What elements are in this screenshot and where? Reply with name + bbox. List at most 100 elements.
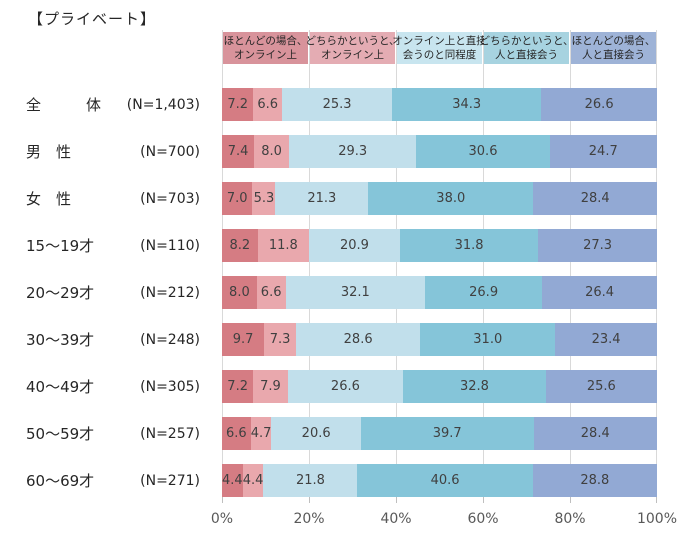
- row-label-n: (N=271): [140, 472, 200, 489]
- bar-segment: 7.9: [253, 370, 288, 403]
- bar-segment: 27.3: [538, 229, 657, 262]
- bar-segment: 29.3: [288, 135, 417, 168]
- row-label-n: (N=305): [140, 378, 200, 395]
- bar-segment: 7.2: [222, 88, 254, 121]
- bar-segment: 30.6: [416, 135, 550, 168]
- bar-segment: 7.4: [222, 135, 255, 168]
- segment-value-label: 7.2: [227, 97, 248, 112]
- row-label: 全 体 (N=1,403): [0, 88, 222, 121]
- axis-tick-mark: [396, 497, 397, 503]
- axis-tick-mark: [309, 497, 310, 503]
- row-label: 60～69才 (N=271): [0, 464, 222, 497]
- bar-segment: 21.8: [263, 464, 358, 497]
- segment-value-label: 40.6: [430, 473, 460, 488]
- row-labels-column: 全 体 (N=1,403) 男 性 (N=700) 女 性 (N=703) 15～19才 (N…: [0, 30, 222, 540]
- legend-header-cell: オンライン上と直接 会うのと同程度: [392, 32, 487, 64]
- row-label: 30～39才 (N=248): [0, 323, 222, 356]
- bar-segment: 9.7: [222, 323, 265, 356]
- segment-value-label: 26.9: [469, 285, 499, 300]
- row-label-name: 全 体: [26, 96, 102, 114]
- bar-row: 7.2 7.9 26.6 32.8 25.6: [222, 370, 657, 403]
- segment-value-label: 32.1: [340, 285, 370, 300]
- segment-value-label: 26.6: [584, 97, 614, 112]
- row-label-name: 男 性: [26, 143, 72, 161]
- gridline: [570, 30, 571, 497]
- bar-segment: 34.3: [392, 88, 542, 121]
- bar-row: 8.0 6.6 32.1 26.9 26.4: [222, 276, 657, 309]
- row-label: 40～49才 (N=305): [0, 370, 222, 403]
- segment-value-label: 8.2: [229, 238, 251, 253]
- axis-tick-mark: [483, 497, 484, 503]
- row-label-n: (N=700): [140, 143, 200, 160]
- legend-header-line: オンライン上: [321, 49, 384, 61]
- segment-value-label: 7.0: [226, 191, 248, 206]
- bar-segment: 26.4: [542, 276, 657, 309]
- bar-segment: 7.3: [264, 323, 296, 356]
- bar-segment: 20.6: [271, 417, 361, 450]
- bar-segment: 6.6: [256, 276, 286, 309]
- segment-value-label: 27.3: [583, 238, 613, 253]
- chart-title: 【プライベート】: [28, 10, 157, 28]
- bar-row: 9.7 7.3 28.6 31.0 23.4: [222, 323, 657, 356]
- segment-value-label: 20.9: [339, 238, 369, 253]
- bar-segment: 25.3: [282, 88, 393, 121]
- row-label-n: (N=257): [140, 425, 200, 442]
- bar-segment: 28.6: [295, 323, 421, 356]
- segment-value-label: 9.7: [232, 332, 254, 347]
- segment-value-label: 23.4: [591, 332, 621, 347]
- bar-segment: 26.6: [287, 370, 404, 403]
- row-label: 女 性 (N=703): [0, 182, 222, 215]
- bar-segment: 31.8: [399, 229, 539, 262]
- gridline: [396, 30, 397, 497]
- segment-value-label: 8.0: [229, 285, 250, 300]
- legend-header-line: どちらかというと、: [305, 35, 400, 47]
- x-axis-tick-label: 20%: [293, 511, 325, 527]
- segment-value-label: 31.0: [473, 332, 503, 347]
- x-axis-tick-label: 100%: [636, 511, 678, 527]
- row-label-n: (N=703): [140, 190, 200, 207]
- segment-value-label: 38.0: [436, 191, 466, 206]
- row-label: 20～29才 (N=212): [0, 276, 222, 309]
- segment-value-label: 6.6: [257, 97, 278, 112]
- legend-header-line: 人と直接会う: [582, 49, 645, 61]
- bar-segment: 7.0: [222, 182, 253, 215]
- axis-tick-mark: [570, 497, 571, 503]
- row-label-name: 40～49才: [26, 378, 95, 396]
- bar-segment: 7.2: [222, 370, 254, 403]
- bar-segment: 28.4: [533, 182, 657, 215]
- bar-segment: 39.7: [360, 417, 534, 450]
- segment-value-label: 31.8: [454, 238, 484, 253]
- row-label-n: (N=212): [140, 284, 200, 301]
- segment-value-label: 21.8: [295, 473, 325, 488]
- x-axis-tick-label: 40%: [380, 511, 412, 527]
- bar-segment: 4.4: [222, 464, 243, 497]
- row-label-n: (N=248): [140, 331, 200, 348]
- bar-row: 4.4 4.4 21.8 40.6 28.8: [222, 464, 657, 497]
- bar-segment: 38.0: [368, 182, 534, 215]
- segment-value-label: 7.3: [269, 332, 291, 347]
- bar-segment: 20.9: [308, 229, 400, 262]
- legend-header-line: どちらかというと、: [479, 35, 574, 47]
- segment-value-label: 28.4: [580, 191, 610, 206]
- segment-value-label: 7.4: [227, 144, 249, 159]
- segment-value-label: 24.7: [588, 144, 618, 159]
- bar-segment: 21.3: [275, 182, 369, 215]
- segment-value-label: 4.4: [242, 473, 264, 488]
- legend-header-line: 会うのと同程度: [402, 49, 477, 61]
- segment-value-label: 26.6: [330, 379, 360, 394]
- segment-value-label: 7.2: [227, 379, 248, 394]
- row-label-name: 15～19才: [26, 237, 95, 255]
- legend-header-line: ほとんどの場合、: [223, 35, 308, 47]
- bar-segment: 5.3: [252, 182, 276, 215]
- row-label: 男 性 (N=700): [0, 135, 222, 168]
- segment-value-label: 4.4: [222, 473, 243, 488]
- x-axis-tick-label: 0%: [210, 511, 234, 527]
- bar-segment: 23.4: [555, 323, 657, 356]
- legend-header-cell: ほとんどの場合、 オンライン上: [223, 32, 308, 64]
- row-label-name: 20～29才: [26, 284, 95, 302]
- segment-value-label: 30.6: [468, 144, 498, 159]
- bar-row: 6.6 4.7 20.6 39.7 28.4: [222, 417, 657, 450]
- segment-value-label: 28.6: [343, 332, 373, 347]
- segment-value-label: 7.9: [260, 379, 281, 394]
- bar-segment: 8.0: [254, 135, 289, 168]
